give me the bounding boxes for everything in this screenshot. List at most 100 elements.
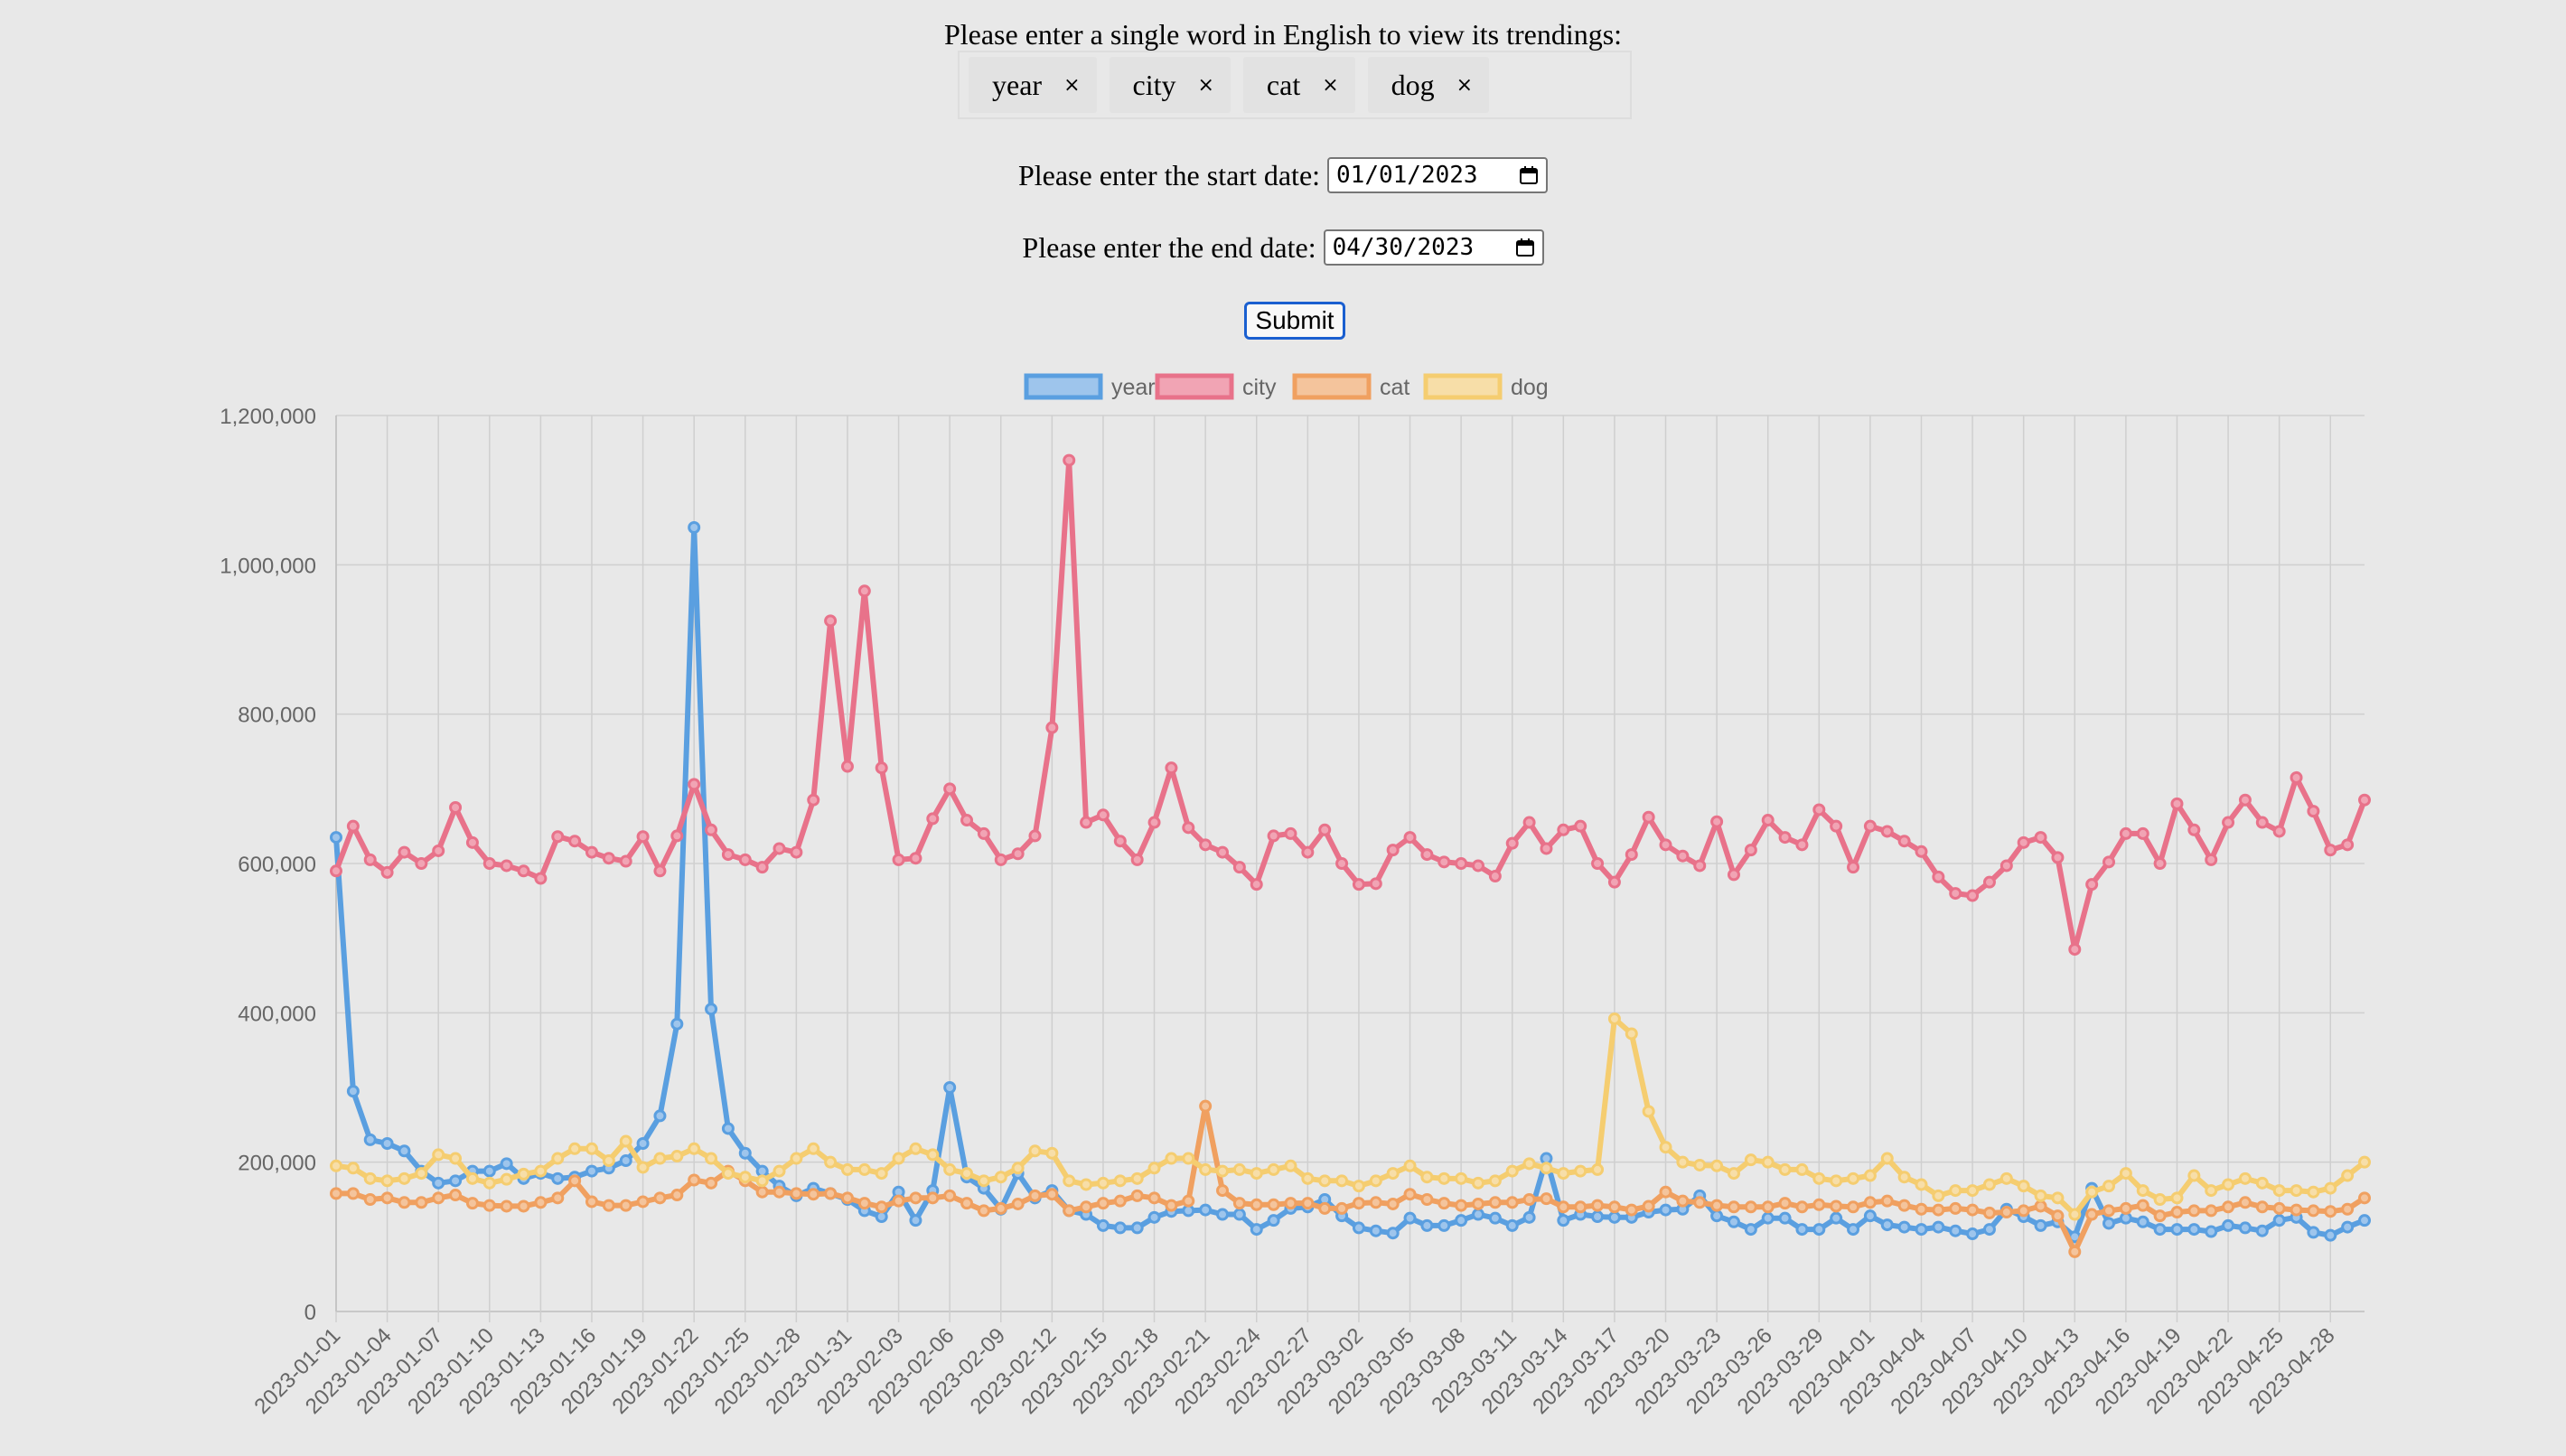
data-point-city: [755, 861, 769, 874]
data-point-year: [2205, 1225, 2218, 1238]
data-point-dog: [1386, 1167, 1400, 1181]
data-point-dog: [688, 1142, 701, 1155]
legend-label-dog[interactable]: dog: [1511, 375, 1549, 400]
data-point-dog: [1830, 1174, 1843, 1188]
data-point-city: [1659, 838, 1672, 852]
data-point-year: [1232, 1208, 1246, 1221]
data-point-dog: [1676, 1155, 1690, 1169]
data-point-city: [1386, 844, 1400, 857]
chart-legend[interactable]: year city cat dog: [1024, 373, 1549, 400]
data-point-cat: [2017, 1204, 2030, 1218]
calendar-icon[interactable]: [1519, 165, 1539, 185]
data-point-dog: [1966, 1184, 1980, 1198]
data-point-dog: [330, 1159, 342, 1172]
end-date-input[interactable]: 04/30/2023: [1323, 229, 1544, 266]
data-point-cat: [1982, 1206, 1996, 1219]
data-point-cat: [705, 1176, 718, 1190]
data-point-city: [1625, 848, 1638, 862]
data-point-city: [1455, 857, 1468, 870]
data-point-city: [909, 852, 922, 865]
series-line-city: [333, 457, 2367, 953]
data-point-dog: [1045, 1146, 1059, 1160]
data-point-dog: [1318, 1174, 1332, 1188]
legend-swatch-dog[interactable]: [1423, 373, 1503, 400]
data-point-city: [840, 760, 854, 773]
data-point-cat: [1165, 1199, 1178, 1212]
data-point-dog: [363, 1171, 377, 1185]
data-point-cat: [1761, 1200, 1775, 1214]
data-point-cat: [1028, 1189, 1042, 1202]
data-point-city: [790, 845, 803, 859]
data-point-dog: [1011, 1162, 1025, 1175]
data-point-cat: [1830, 1199, 1843, 1213]
data-point-cat: [380, 1191, 394, 1205]
data-point-cat: [994, 1201, 1007, 1215]
remove-tag-icon[interactable]: ×: [1197, 73, 1214, 97]
data-point-cat: [1147, 1191, 1161, 1205]
data-point-dog: [1710, 1159, 1724, 1172]
data-point-city: [1199, 838, 1213, 852]
data-point-year: [1744, 1223, 1757, 1237]
data-point-city: [1847, 861, 1860, 874]
data-point-cat: [1795, 1200, 1809, 1214]
data-point-city: [1232, 861, 1246, 874]
data-point-cat: [1011, 1197, 1025, 1210]
remove-tag-icon[interactable]: ×: [1063, 73, 1081, 97]
legend-swatch-year[interactable]: [1024, 373, 1103, 400]
data-point-year: [1455, 1214, 1468, 1227]
data-point-dog: [1216, 1164, 1230, 1178]
data-point-city: [1863, 819, 1877, 833]
start-date-input[interactable]: 01/01/2023: [1327, 157, 1549, 193]
remove-tag-icon[interactable]: ×: [1456, 73, 1474, 97]
data-point-cat: [2341, 1202, 2355, 1216]
legend-label-city[interactable]: city: [1242, 375, 1277, 400]
data-point-cat: [1744, 1200, 1757, 1214]
data-point-year: [1949, 1224, 1962, 1237]
legend-swatch-cat[interactable]: [1292, 373, 1372, 400]
calendar-icon[interactable]: [1515, 238, 1535, 257]
data-point-cat: [1863, 1196, 1877, 1209]
data-point-city: [1250, 878, 1263, 891]
data-point-cat: [960, 1197, 974, 1210]
data-point-city: [1540, 842, 1553, 855]
data-point-cat: [585, 1195, 598, 1209]
end-date-label: Please enter the end date:: [1022, 230, 1316, 264]
word-tag-label: dog: [1391, 68, 1435, 101]
legend-label-year[interactable]: year: [1111, 375, 1156, 400]
data-point-city: [2187, 823, 2201, 836]
data-point-city: [500, 859, 513, 873]
y-tick-label: 0: [304, 1301, 316, 1325]
data-point-cat: [465, 1197, 479, 1210]
data-point-year: [1880, 1218, 1894, 1232]
remove-tag-icon[interactable]: ×: [1322, 73, 1339, 97]
data-point-cat: [1386, 1197, 1400, 1210]
data-point-city: [1505, 836, 1519, 850]
word-tag: dog ×: [1367, 57, 1490, 113]
data-point-dog: [1727, 1167, 1740, 1181]
data-point-dog: [1795, 1162, 1809, 1176]
data-point-cat: [892, 1194, 905, 1208]
data-point-dog: [1557, 1167, 1570, 1181]
data-point-year: [636, 1137, 650, 1150]
data-point-city: [2051, 851, 2065, 864]
submit-button[interactable]: Submit: [1244, 302, 1345, 340]
data-point-city: [1471, 859, 1484, 873]
data-point-dog: [1642, 1105, 1655, 1118]
data-point-city: [2170, 797, 2184, 810]
data-point-cat: [1284, 1197, 1297, 1210]
data-point-year: [2170, 1223, 2184, 1237]
legend-swatch-city[interactable]: [1155, 373, 1234, 400]
data-point-city: [449, 801, 463, 814]
word-tag-label: cat: [1266, 68, 1301, 101]
data-point-year: [330, 831, 342, 845]
legend-label-cat[interactable]: cat: [1380, 375, 1409, 400]
data-point-dog: [1335, 1174, 1349, 1188]
data-point-city: [721, 848, 735, 862]
data-point-city: [943, 782, 957, 796]
data-point-dog: [1267, 1162, 1280, 1176]
word-tag-input[interactable]: year × city × cat × dog ×: [958, 51, 1632, 119]
data-point-city: [1096, 808, 1110, 822]
data-point-dog: [482, 1176, 496, 1190]
data-point-cat: [1778, 1197, 1792, 1210]
data-point-cat: [2153, 1209, 2167, 1223]
